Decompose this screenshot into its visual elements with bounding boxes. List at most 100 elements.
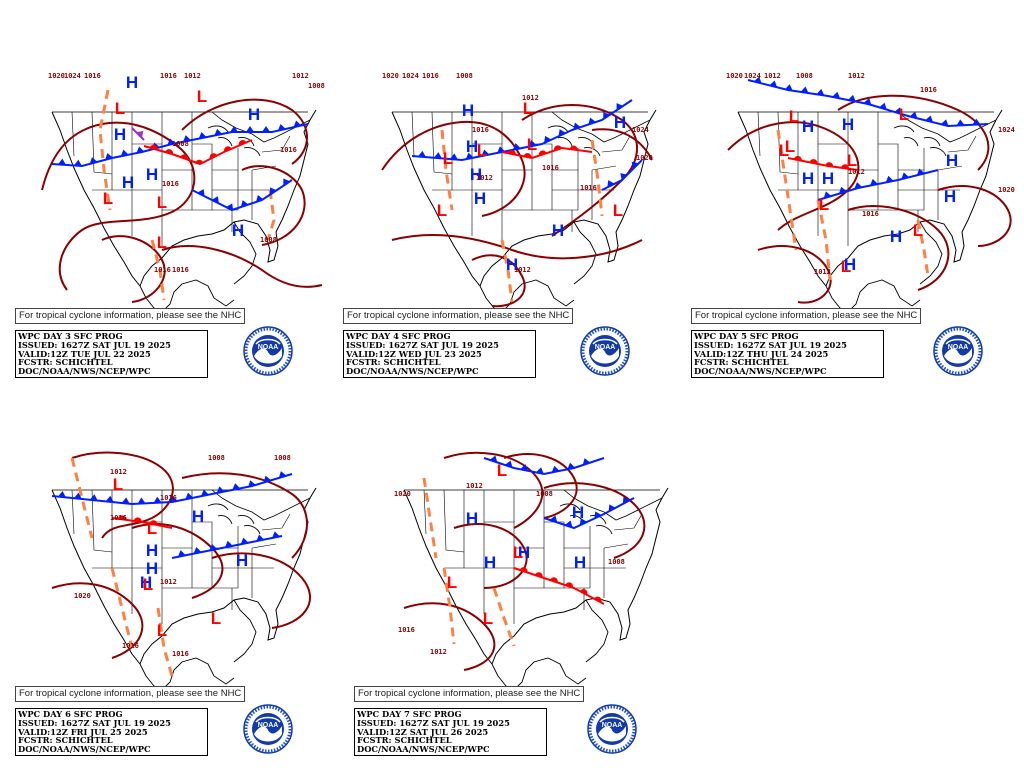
occluded-front [131,127,145,141]
prog-info-box: WPC DAY 4 SFC PROG ISSUED: 1627Z SAT JUL… [343,330,536,378]
high-pressure-icon: H [944,187,956,206]
isobar [241,165,306,246]
low-pressure-icon: L [513,543,523,562]
warm-front [501,145,593,160]
isobar [181,472,308,559]
low-pressure-icon: L [527,135,537,154]
logo-text-ring [244,327,292,375]
prog-title: WPC DAY 7 SFC PROG [357,709,462,719]
logo-text-ring [934,327,982,375]
mexico-outline [825,221,943,313]
isobar-label: 1012 [184,72,201,80]
isobar [181,98,308,165]
logo-wave [944,348,972,364]
isobar-label: 1008 [274,454,291,462]
high-pressure-icon: H [126,73,138,92]
isobar-label: 1016 [162,180,179,188]
isobar [71,451,174,539]
low-pressure-icon: L [841,257,851,276]
high-pressure-icon: H [552,221,564,240]
high-pressure-icon: H [146,559,158,578]
isobar-label: 1020 [998,186,1015,194]
isobar [503,453,578,519]
coastline [737,109,1003,287]
trough-line [916,219,930,277]
warm-front [143,139,253,166]
isobar [471,254,526,308]
logo-wave [254,726,282,742]
isobar-label: 1024 [632,126,649,134]
low-pressure-icon: L [447,573,457,592]
tropical-cyclone-note[interactable]: For tropical cyclone information, please… [15,308,246,324]
isobar [521,104,638,237]
noaa-logo-icon: NOAA [243,704,293,754]
trough-line [98,89,112,211]
low-pressure-icon: L [157,233,167,252]
low-pressure-icon: L [103,189,113,208]
national-border [392,111,651,143]
isobar-label: 1016 [280,146,297,154]
prog-title: WPC DAY 5 SFC PROG [694,331,799,341]
low-pressure-icon: L [113,475,123,494]
national-border [52,489,311,521]
high-pressure-icon: H [466,509,478,528]
isobar [41,121,196,291]
trough-line [266,189,276,241]
prog-org: DOC/NOAA/NWS/NCEP/WPC [346,366,479,377]
high-pressure-icon: H [518,543,530,562]
isobar-label: 1008 [308,82,325,90]
low-pressure-icon: L [785,137,795,156]
mexico-outline [139,599,257,691]
high-pressure-icon: H [890,227,902,246]
isobar [937,185,1012,247]
tropical-cyclone-note[interactable]: For tropical cyclone information, please… [15,686,246,702]
high-pressure-icon: H [822,169,834,188]
logo-bird [255,716,281,723]
state-borders [411,111,631,246]
isobar-label: 1008 [536,490,553,498]
cold-front [171,531,283,559]
logo-text-ring [244,705,292,753]
low-pressure-icon: L [147,519,157,538]
isobar-label: 1024 [402,72,419,80]
cold-front [817,168,939,201]
cold-front [747,76,989,128]
isobar-label: 1020 [382,72,399,80]
isobar [211,552,312,629]
logo-bird [255,338,281,345]
national-border [738,111,997,143]
high-pressure-icon: H [462,101,474,120]
tropical-cyclone-note[interactable]: For tropical cyclone information, please… [343,308,574,324]
isobar-label: 1008 [456,72,473,80]
high-pressure-icon: H [614,113,626,132]
trough-line [442,567,456,645]
high-pressure-icon: H [122,173,134,192]
isobar-label: 1020 [74,592,91,600]
low-pressure-icon: L [483,609,493,628]
prog-title: WPC DAY 4 SFC PROG [346,331,451,341]
isobar-label: 1008 [172,140,189,148]
high-pressure-icon: H [842,115,854,134]
prog-info-box: WPC DAY 6 SFC PROG ISSUED: 1627Z SAT JUL… [15,708,208,756]
prog-forecaster: FCSTR: SCHICHTEL [18,357,113,368]
logo-wave [591,348,619,364]
isobar-label: 1016 [862,210,879,218]
prog-org: DOC/NOAA/NWS/NCEP/WPC [18,744,151,755]
isobar-label: 1020 [48,72,65,80]
great-lakes [207,503,261,535]
noaa-logo-icon: NOAA [243,326,293,376]
trough-line [156,607,174,677]
low-pressure-icon: L [477,141,487,160]
high-pressure-icon: H [470,165,482,184]
prog-title: WPC DAY 6 SFC PROG [18,709,123,719]
prog-issued: ISSUED: 1627Z SAT JUL 19 2025 [18,717,171,728]
prog-panel-day7: H H H H H L L L L 1020 1012 1008 1008 1016 1012 For tr… [352,418,697,758]
tropical-cyclone-note[interactable]: For tropical cyclone information, please… [691,308,922,324]
isobar [443,451,544,529]
high-pressure-icon: H [802,117,814,136]
tropical-cyclone-note[interactable]: For tropical cyclone information, please… [354,686,585,702]
high-pressure-icon: H [574,553,586,572]
